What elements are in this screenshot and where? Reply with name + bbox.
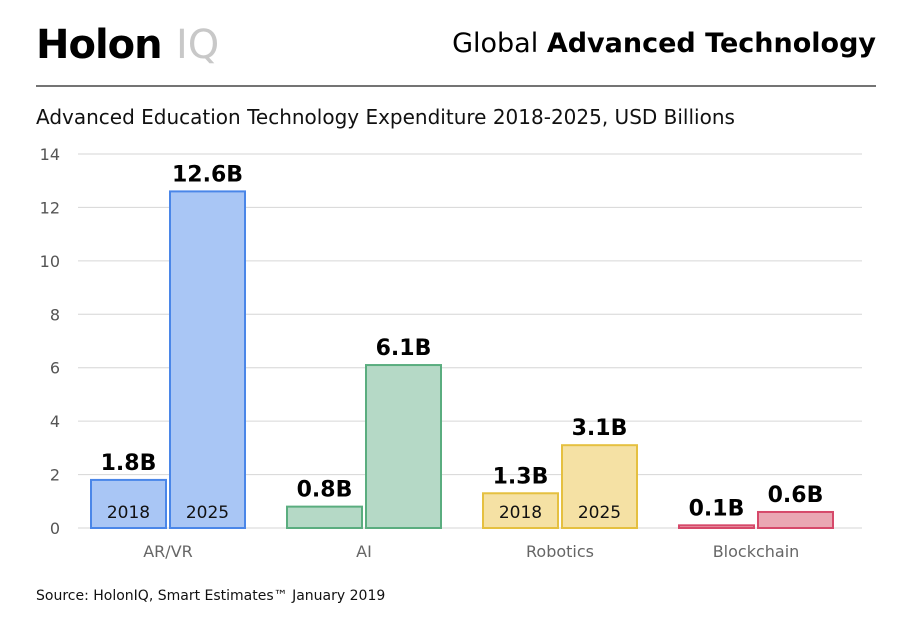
bar-arvr-2025 <box>169 190 246 529</box>
y-tick-label: 2 <box>50 466 60 485</box>
y-tick-label: 8 <box>50 305 60 324</box>
bar-ai-2018 <box>286 505 363 529</box>
bar-blockchain-2025 <box>757 510 834 530</box>
x-category-label: Blockchain <box>713 542 800 561</box>
data-label: 1.8B <box>101 451 157 476</box>
header-title-bold: Advanced Technology <box>547 28 877 59</box>
data-label: 12.6B <box>172 162 243 187</box>
source-note: Source: HolonIQ, Smart Estimates™ Januar… <box>36 588 385 604</box>
year-label: 2018 <box>499 503 542 523</box>
y-tick-label: 14 <box>40 145 60 164</box>
bar-arvr-2018 <box>90 478 167 529</box>
logo-holon: Holon <box>36 22 162 68</box>
data-label: 6.1B <box>376 336 432 361</box>
data-label: 1.3B <box>493 464 549 489</box>
data-label: 0.8B <box>297 478 353 503</box>
year-label: 2018 <box>107 503 150 523</box>
header-title: Global Advanced Technology <box>452 28 876 59</box>
y-tick-label: 6 <box>50 359 60 378</box>
y-tick-label: 4 <box>50 412 60 431</box>
y-tick-label: 10 <box>40 252 60 271</box>
bar-robotics-2018 <box>482 492 559 529</box>
data-label: 3.1B <box>572 416 628 441</box>
logo-iq: IQ <box>176 22 219 68</box>
bar-ai-2025 <box>365 364 442 529</box>
data-label: 0.1B <box>689 496 745 521</box>
x-category-label: AI <box>356 542 372 561</box>
bar-blockchain-2018 <box>678 524 755 529</box>
data-label: 0.6B <box>768 483 824 508</box>
year-label: 2025 <box>186 503 229 523</box>
year-label: 2025 <box>578 503 621 523</box>
x-category-label: Robotics <box>526 542 594 561</box>
x-category-label: AR/VR <box>143 542 193 561</box>
y-tick-label: 0 <box>50 519 60 538</box>
bar-robotics-2025 <box>561 444 638 529</box>
header-title-light: Global <box>452 28 538 59</box>
chart-title: Advanced Education Technology Expenditur… <box>36 105 735 129</box>
y-tick-label: 12 <box>40 198 60 217</box>
